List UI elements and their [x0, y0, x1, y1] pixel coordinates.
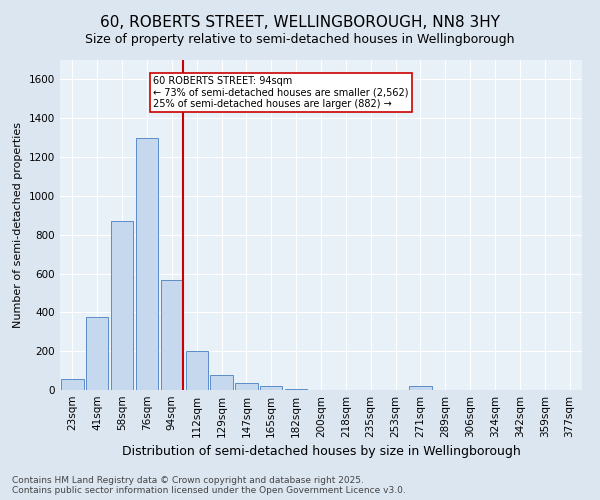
Bar	[161, 280, 183, 390]
Text: Contains HM Land Registry data © Crown copyright and database right 2025.
Contai: Contains HM Land Registry data © Crown c…	[12, 476, 406, 495]
X-axis label: Distribution of semi-detached houses by size in Wellingborough: Distribution of semi-detached houses by …	[122, 446, 520, 458]
Bar	[185, 351, 208, 390]
Bar	[136, 138, 158, 390]
Bar	[285, 389, 307, 390]
Text: Size of property relative to semi-detached houses in Wellingborough: Size of property relative to semi-detach…	[85, 32, 515, 46]
Text: 60, ROBERTS STREET, WELLINGBOROUGH, NN8 3HY: 60, ROBERTS STREET, WELLINGBOROUGH, NN8 …	[100, 15, 500, 30]
Bar	[409, 386, 431, 390]
Y-axis label: Number of semi-detached properties: Number of semi-detached properties	[13, 122, 23, 328]
Bar	[260, 386, 283, 390]
Text: 60 ROBERTS STREET: 94sqm
← 73% of semi-detached houses are smaller (2,562)
25% o: 60 ROBERTS STREET: 94sqm ← 73% of semi-d…	[153, 76, 409, 108]
Bar	[111, 221, 133, 390]
Bar	[235, 383, 257, 390]
Bar	[61, 380, 83, 390]
Bar	[86, 317, 109, 390]
Bar	[211, 376, 233, 390]
